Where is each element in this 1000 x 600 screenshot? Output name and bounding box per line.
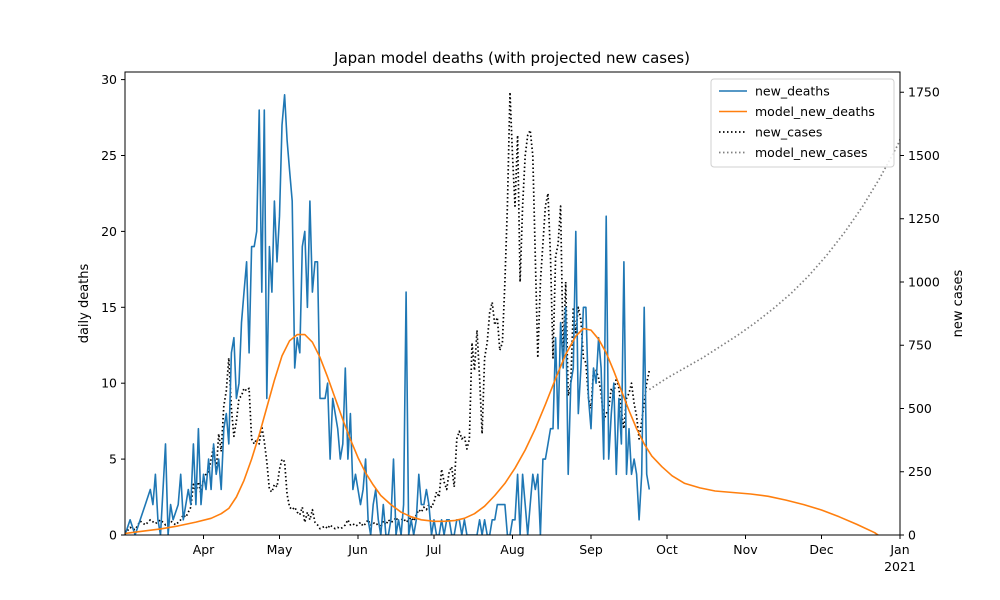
y-right-tick-label: 1750 <box>908 85 940 100</box>
series-layer <box>125 91 900 535</box>
y-left-tick-label: 15 <box>101 300 117 315</box>
x-tick-label: Nov <box>733 542 758 557</box>
x-tick-label: Apr <box>193 542 215 557</box>
series-line-new-deaths <box>125 94 651 535</box>
x-tick-label: Sep <box>579 542 603 557</box>
x-tick-label: Aug <box>500 542 524 557</box>
y-right-tick-label: 1000 <box>908 274 940 289</box>
y-left-tick-label: 20 <box>101 224 117 239</box>
y-right-tick-label: 500 <box>908 401 932 416</box>
legend-label-model-new-cases: model_new_cases <box>755 145 868 160</box>
legend-label-new-deaths: new_deaths <box>755 84 830 99</box>
y-axis-left-label: daily deaths <box>77 263 92 343</box>
x-tick-label: May <box>267 542 293 557</box>
y-left-tick-label: 30 <box>101 72 117 87</box>
x-tick-label: Jul <box>425 542 441 557</box>
y-axis-left: 0 5 10 15 20 25 30 <box>101 72 125 543</box>
legend-label-new-cases: new_cases <box>755 125 822 140</box>
x-tick-label: Jan <box>889 542 909 557</box>
y-right-tick-label: 0 <box>908 528 916 543</box>
y-right-tick-label: 250 <box>908 464 932 479</box>
y-right-tick-label: 1250 <box>908 211 940 226</box>
x-tick-label: Oct <box>656 542 678 557</box>
y-right-tick-label: 1500 <box>908 148 940 163</box>
series-line-model-new-cases <box>648 137 900 391</box>
y-axis-right: 0 250 500 750 1000 1250 1500 1750 <box>900 85 940 543</box>
series-line-model-new-deaths <box>125 327 880 535</box>
y-left-tick-label: 25 <box>101 148 117 163</box>
legend-label-model-new-deaths: model_new_deaths <box>755 104 875 119</box>
legend-box <box>710 78 895 168</box>
legend: new_deaths model_new_deaths new_casesmodel… <box>710 78 895 168</box>
y-right-tick-label: 750 <box>908 338 932 353</box>
chart-title: Japan model deaths (with projected new c… <box>333 49 690 67</box>
x-year-label: 2021 <box>884 559 916 574</box>
x-tick-label: Dec <box>809 542 833 557</box>
x-axis: Apr May Jun Jul Aug Sep Oct Nov Dec Jan 2021 <box>193 535 916 574</box>
y-left-tick-label: 5 <box>109 452 117 467</box>
y-axis-right-label: new cases <box>951 269 966 337</box>
y-left-tick-label: 0 <box>109 528 117 543</box>
x-tick-label: Jun <box>347 542 368 557</box>
y-left-tick-label: 10 <box>101 376 117 391</box>
